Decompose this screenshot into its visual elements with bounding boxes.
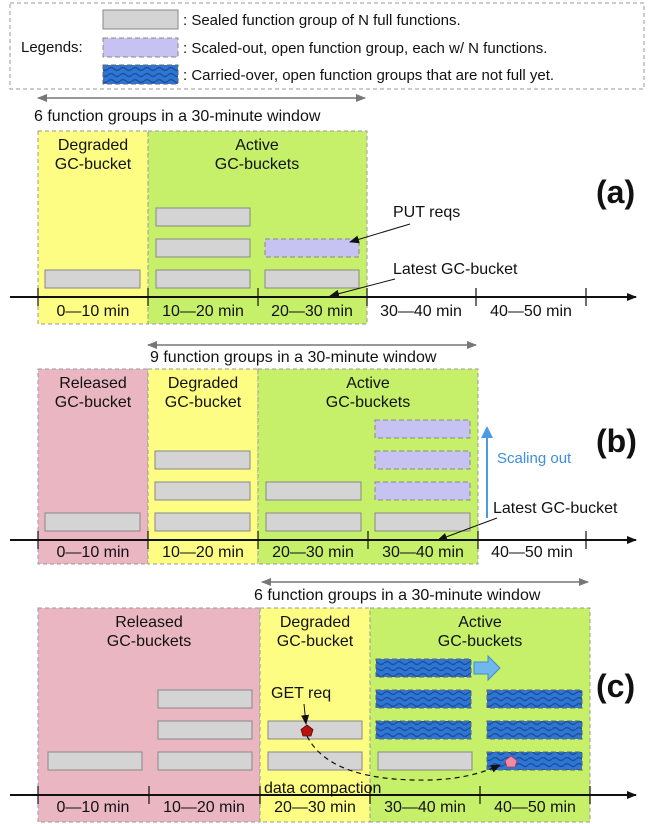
sealed-group [377,751,473,771]
sealed-group [264,269,360,289]
time-label: 30—40 min [380,303,462,320]
get-req-label: GET req [271,685,331,702]
sealed-group [267,751,363,771]
sealed-group [154,450,251,470]
time-label: 0—10 min [57,303,130,320]
released-label-b-2: GC-bucket [55,394,132,411]
compaction-path [306,735,501,781]
degraded-label-a-1: Degraded [58,137,128,154]
legend-scaled-swatch [102,37,179,58]
scaling-out-label: Scaling out [497,450,572,467]
time-label: 30—40 min [384,799,466,816]
window-text-b: 9 function groups in a 30-minute window [150,349,437,366]
latest-bucket-label-a: Latest GC-bucket [393,261,518,278]
put-reqs-label: PUT reqs [393,204,460,221]
panel-a: 6 function groups in a 30-minute window … [10,94,637,325]
sealed-group [155,207,251,227]
time-label: 10—20 min [162,544,244,561]
put-reqs-arrow [349,223,411,244]
time-label: 40—50 min [491,544,573,561]
scaled-out-group [374,481,471,501]
window-text-c: 6 function groups in a 30-minute window [254,587,541,604]
time-label: 40—50 min [490,303,572,320]
time-label: 0—10 min [57,544,130,561]
sealed-group [154,512,251,532]
sealed-group [374,512,471,532]
data-compaction-label: data compaction [264,780,381,797]
carried-over-group [486,689,583,709]
panel-label-c: (c) [596,668,635,704]
panel-label-b: (b) [596,423,637,459]
released-label-c-2: GC-buckets [107,633,191,650]
latest-bucket-label-b: Latest GC-bucket [493,500,618,517]
sealed-group [44,269,141,289]
time-label: 10—20 min [162,303,244,320]
sealed-group [267,720,363,740]
carried-over-group [486,720,583,740]
active-label-a-1: Active [235,137,279,154]
sealed-group [47,751,143,771]
window-text-a: 6 function groups in a 30-minute window [34,108,321,125]
scaled-out-group [374,419,471,439]
carried-over-group [375,658,472,678]
sealed-group [154,481,251,501]
released-label-b-1: Released [59,375,127,392]
carry-over-arrow [473,654,501,682]
legend-carried-text: : Carried-over, open function groups tha… [183,67,554,84]
active-label-b-2: GC-buckets [326,394,410,411]
degraded-label-c-2: GC-bucket [277,633,354,650]
active-label-c-2: GC-buckets [438,633,522,650]
degraded-label-a-2: GC-bucket [55,156,132,173]
carried-over-group [486,751,583,771]
degraded-bucket-c [259,607,371,823]
degraded-label-b-2: GC-bucket [165,394,242,411]
time-label: 20—30 min [271,303,353,320]
sealed-group [157,720,253,740]
time-label: 10—20 min [163,799,245,816]
degraded-label-c-1: Degraded [280,614,350,631]
active-label-b-1: Active [346,375,390,392]
sealed-group [157,751,253,771]
legend-title: Legends: [21,39,83,56]
legend-carried-swatch [102,64,179,85]
legend-sealed-text: : Sealed function group of N full functi… [183,12,461,29]
time-label: 40—50 min [494,799,576,816]
panel-b: 9 function groups in a 30-minute window … [10,341,637,565]
legend-scaled-text: : Scaled-out, open function group, each … [183,40,547,57]
sealed-group [155,269,251,289]
sealed-group [157,689,253,709]
scaled-out-group [374,450,471,470]
panel-label-a: (a) [596,174,635,210]
sealed-group [265,512,362,532]
time-label: 0—10 min [57,799,130,816]
sealed-group [44,512,141,532]
legend: Legends: : Sealed function group of N fu… [9,2,645,90]
carried-over-group [375,720,472,740]
get-req-arrow [301,703,310,725]
scaled-out-group [264,238,360,258]
sealed-group [155,238,251,258]
latest-bucket-arrow-b [437,517,498,541]
time-label: 30—40 min [382,544,464,561]
legend-sealed-swatch [102,9,179,30]
compaction-target-marker [504,755,518,768]
active-label-c-1: Active [458,614,502,631]
sealed-group [265,481,362,501]
released-label-c-1: Released [115,614,183,631]
panel-c: 6 function groups in a 30-minute window … [10,578,637,823]
latest-bucket-arrow-a [329,278,396,298]
degraded-bucket-a [37,130,149,325]
time-label: 20—30 min [274,799,356,816]
degraded-label-b-1: Degraded [168,375,238,392]
carried-over-group [375,689,472,709]
time-label: 20—30 min [272,544,354,561]
active-label-a-2: GC-buckets [215,156,299,173]
